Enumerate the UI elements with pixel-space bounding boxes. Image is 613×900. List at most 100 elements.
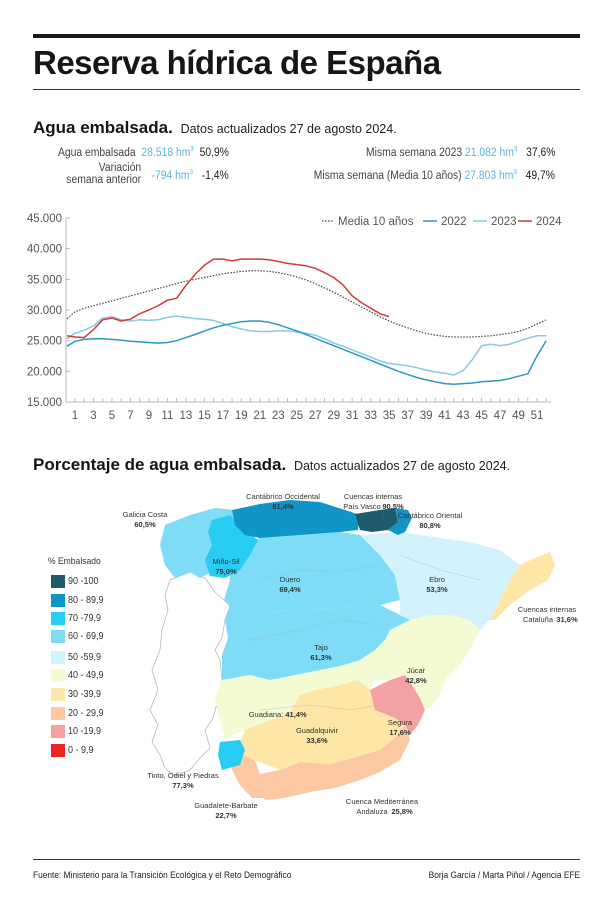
stat-pct: 37,6% xyxy=(525,146,555,159)
legend-label: 30 -39,9 xyxy=(68,689,102,700)
label-cantabrico-oriental: Cantábrico Oriental xyxy=(398,511,463,520)
chart-legend: Media 10 años 2022 2023 2024 xyxy=(322,216,562,228)
label-pais-vasco-pct: 90,5% xyxy=(382,502,404,511)
stat-agua-embalsada: Agua embalsada 28.518 hm3 50,9% xyxy=(58,146,229,159)
spain-map: Galicia Costa 60,5% Cantábrico Occidenta… xyxy=(123,492,578,820)
label-mediterranea-line2: Andaluza xyxy=(356,807,388,816)
x-tick-label: 15 xyxy=(198,410,211,422)
x-tick-label: 5 xyxy=(109,410,115,422)
stat-value: 28.518 hm3 xyxy=(141,146,194,159)
legend-swatch xyxy=(51,575,65,588)
label-cantabrico-occidental: Cantábrico Occidental xyxy=(246,492,320,501)
label-tinto-pct: 77,3% xyxy=(172,781,194,790)
series-line-media-10-años xyxy=(66,270,547,338)
label-duero: Duero xyxy=(280,575,300,584)
leader-lines xyxy=(382,511,406,525)
x-tick-label: 25 xyxy=(290,410,303,422)
label-cataluna-line1: Cuencas internas xyxy=(518,605,577,614)
section-heading: Agua embalsada. xyxy=(33,118,173,137)
label-pais-vasco-line1: Cuencas internas xyxy=(344,492,403,501)
section-porcentaje: Porcentaje de agua embalsada. Datos actu… xyxy=(33,455,510,475)
section-agua-embalsada: Agua embalsada. Datos actualizados 27 de… xyxy=(33,118,397,138)
legend-item: 2023 xyxy=(473,216,517,228)
legend-swatch xyxy=(51,630,65,643)
map-legend-item: 20 - 29,9 xyxy=(51,706,107,721)
legend-swatch xyxy=(51,725,65,738)
x-tick-label: 41 xyxy=(438,410,451,422)
label-mediterranea-pct: 25,8% xyxy=(391,807,413,816)
stat-pct: -1,4% xyxy=(201,169,229,182)
legend-swatch xyxy=(51,707,65,720)
series-line-2022 xyxy=(66,320,547,385)
series-line-2024 xyxy=(66,258,390,339)
label-ebro-pct: 53,3% xyxy=(426,585,448,594)
x-tick-label: 3 xyxy=(90,410,96,422)
map-legend-item: 80 - 89,9 xyxy=(51,593,107,608)
legend-label: 80 - 89,9 xyxy=(68,595,104,606)
label-guadalquivir: Guadalquivir xyxy=(296,726,339,735)
legend-label: 40 - 49,9 xyxy=(68,670,104,681)
label-mino-sil-pct: 75,0% xyxy=(215,567,237,576)
x-tick-label: 43 xyxy=(457,410,470,422)
stat-label: Misma semana 2023 xyxy=(365,146,462,159)
x-tick-label: 17 xyxy=(216,410,229,422)
section-subheading: Datos actualizados 27 de agosto 2024. xyxy=(180,122,397,136)
footer-credits: Borja García / Marta Piñol / Agencia EFE xyxy=(428,870,580,881)
legend-swatch xyxy=(51,612,65,625)
x-tick-label: 13 xyxy=(179,410,192,422)
map-legend-item: 90 -100 xyxy=(51,574,102,589)
region-cantabrico-occidental xyxy=(232,500,360,538)
x-tick-label: 9 xyxy=(146,410,152,422)
legend-label: 0 - 9,9 xyxy=(68,745,94,756)
map-legend-title: % Embalsado xyxy=(48,556,101,567)
stat-misma-2023: Misma semana 2023 21.082 hm3 37,6% xyxy=(366,146,555,159)
footer-rule xyxy=(33,859,580,860)
region-guadalquivir xyxy=(235,680,405,770)
stat-pct: 49,7% xyxy=(525,169,555,182)
legend-label: 60 - 69,9 xyxy=(68,631,104,642)
label-mino-sil: Miño-Sil xyxy=(212,557,239,566)
legend-label: 50 -59,9 xyxy=(68,652,102,663)
title-rule xyxy=(33,89,580,90)
region-ebro xyxy=(360,532,520,630)
label-guadalete: Guadalete-Barbate xyxy=(194,801,257,810)
line-chart: 15.000 20.000 25.000 30.000 35.000 40.000 45.0… xyxy=(27,213,562,422)
map-legend-item: 10 -19,9 xyxy=(51,724,105,739)
region-cataluna xyxy=(490,552,555,620)
map-legend-item: 60 - 69,9 xyxy=(51,629,107,644)
label-cantabrico-occidental-pct: 81,4% xyxy=(272,502,294,511)
page-title: Reserva hídrica de España xyxy=(33,44,441,81)
region-tinto xyxy=(218,740,245,770)
x-tick-label: 7 xyxy=(127,410,133,422)
map-legend-item: 30 -39,9 xyxy=(51,687,105,702)
x-tick-label: 31 xyxy=(346,410,359,422)
map-legend-item: 70 -79,9 xyxy=(51,611,105,626)
stat-misma-media: Misma semana (Media 10 años) 27.803 hm3 … xyxy=(314,169,555,182)
x-tick-label: 21 xyxy=(253,410,266,422)
x-tick-label: 35 xyxy=(383,410,396,422)
legend-swatch xyxy=(51,594,65,607)
x-tick-label: 39 xyxy=(420,410,433,422)
label-cataluna-line2: Cataluña xyxy=(523,615,554,624)
legend-label: 90 -100 xyxy=(68,576,99,587)
x-tick-label: 45 xyxy=(475,410,488,422)
label-segura-pct: 17,6% xyxy=(389,728,411,737)
label-tajo: Tajo xyxy=(314,643,328,652)
legend-item: Media 10 años xyxy=(322,216,414,228)
label-cataluna-pct: 31,6% xyxy=(556,615,578,624)
map-legend-item: 0 - 9,9 xyxy=(51,743,96,758)
legend-label: 2024 xyxy=(536,216,562,228)
stat-value: 27.803 hm3 xyxy=(464,169,518,182)
y-tick-label: 20.000 xyxy=(27,366,62,378)
portugal-outline xyxy=(149,571,231,777)
legend-label: 70 -79,9 xyxy=(68,613,102,624)
section-subheading: Datos actualizados 27 de agosto 2024. xyxy=(293,459,511,473)
label-pais-vasco-line2: País Vasco xyxy=(343,502,380,511)
stat-label: Misma semana (Media 10 años) xyxy=(313,169,462,182)
y-tick-label: 15.000 xyxy=(27,397,62,409)
map-legend-item: 50 -59,9 xyxy=(51,650,105,665)
legend-label: 2022 xyxy=(441,216,467,228)
label-tajo-pct: 61,3% xyxy=(310,653,332,662)
x-tick-label: 11 xyxy=(161,410,173,422)
region-tajo xyxy=(222,605,410,680)
